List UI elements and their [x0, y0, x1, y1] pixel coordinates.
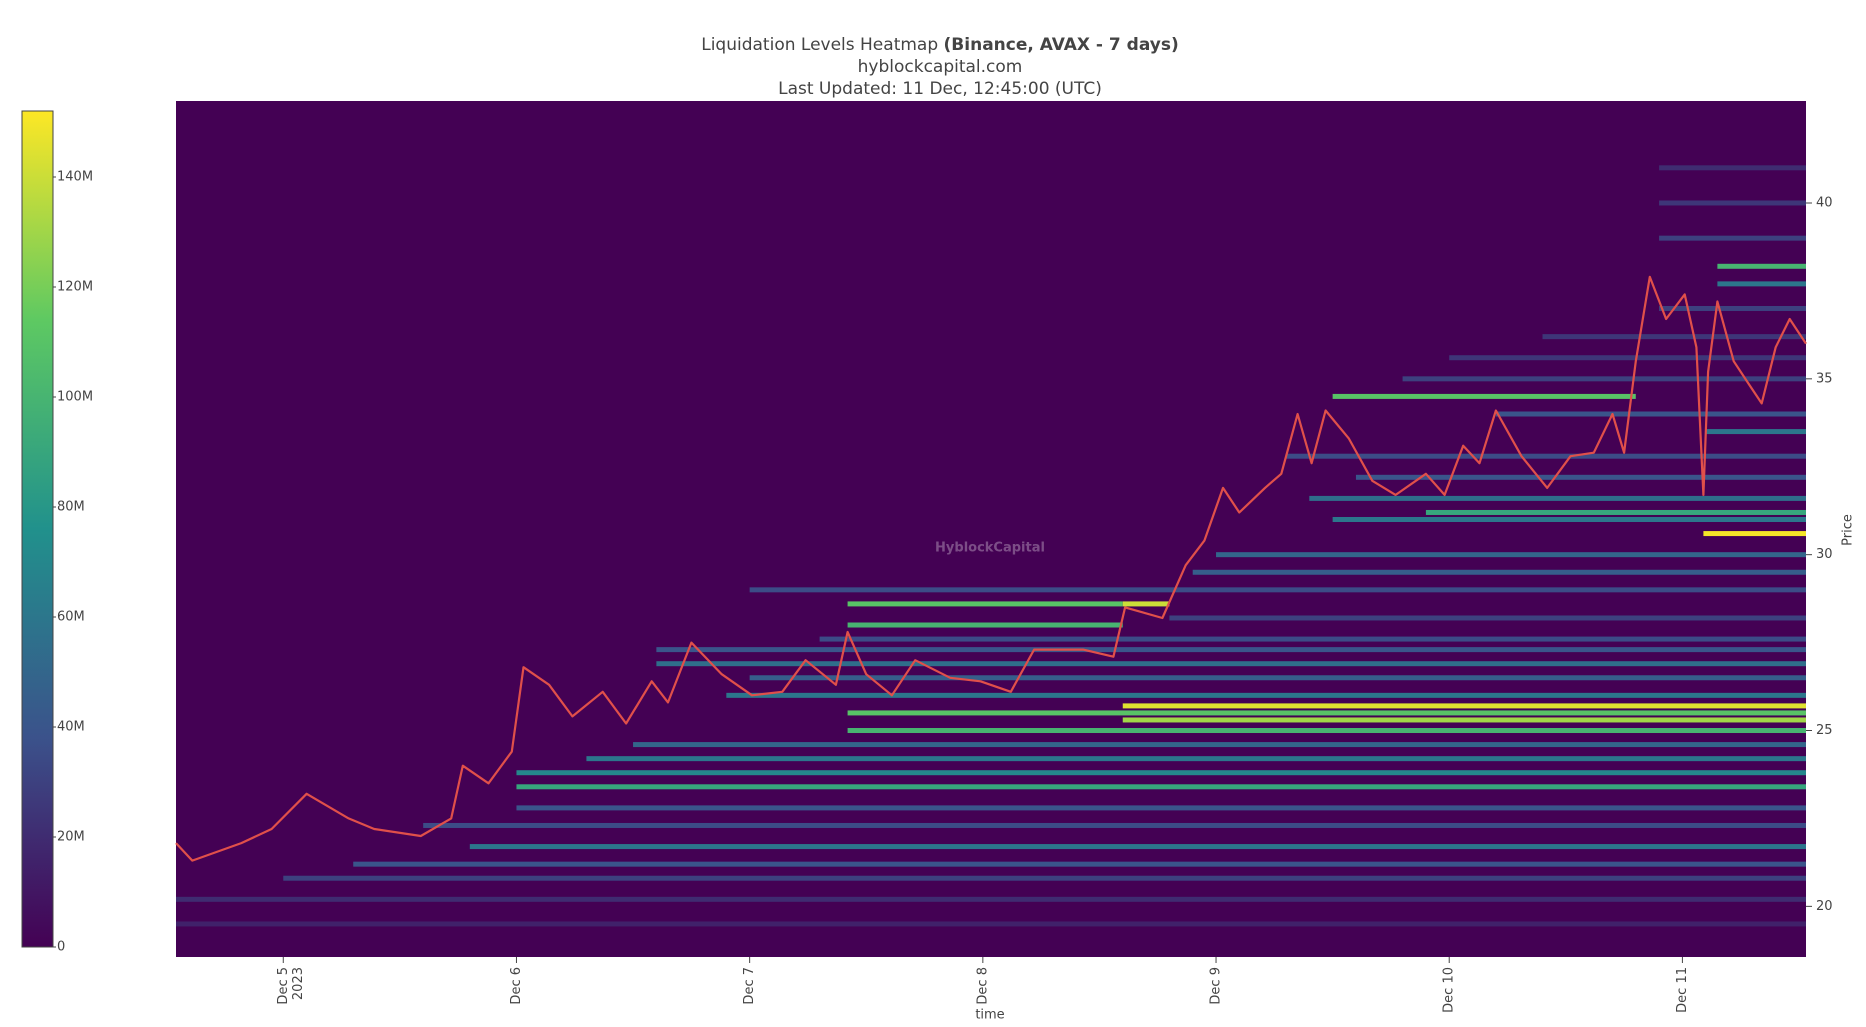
- colorbar-tick-label: 40M: [57, 720, 85, 735]
- x-tick-label: Dec 7: [742, 967, 757, 1005]
- liquidation-level: [726, 692, 1806, 698]
- y-tick-label: 40: [1816, 195, 1833, 210]
- liquidation-level: [283, 875, 1806, 881]
- colorbar-tick-label: 20M: [57, 830, 85, 845]
- liquidation-level: [586, 756, 1807, 762]
- liquidation-level: [1717, 281, 1806, 287]
- liquidation-level: [516, 770, 1807, 776]
- liquidation-level: [749, 587, 1806, 593]
- liquidation-level: [1192, 569, 1806, 575]
- plot-area: HyblockCapital: [175, 101, 1807, 957]
- liquidation-level: [1717, 263, 1806, 269]
- y-axis-label: Price: [1841, 514, 1856, 546]
- liquidation-level: [847, 710, 1806, 716]
- subtitle: hyblockcapital.com: [858, 57, 1023, 77]
- colorbar-tick-label: 0: [57, 940, 65, 955]
- chart-title: Liquidation Levels Heatmap (Binance, AVA…: [701, 35, 1179, 55]
- liquidation-level: [819, 636, 1806, 642]
- liquidation-level: [1332, 517, 1806, 523]
- liquidation-level: [469, 844, 1807, 850]
- x-tick-label: Dec 11: [1675, 967, 1690, 1013]
- liquidation-level: [656, 661, 1806, 667]
- plot-background: [176, 101, 1806, 957]
- liquidation-level: [1703, 531, 1806, 537]
- liquidation-level: [1449, 355, 1806, 361]
- x-year-label: 2023: [291, 967, 306, 1000]
- colorbar-tick-label: 80M: [57, 500, 85, 515]
- y-tick-label: 25: [1816, 723, 1833, 738]
- liquidation-level: [176, 896, 1806, 902]
- liquidation-level: [1309, 495, 1806, 501]
- price-line: [175, 275, 1807, 862]
- x-axis-label: time: [975, 1008, 1004, 1023]
- liquidation-level: [423, 822, 1807, 828]
- liquidation-level: [1122, 717, 1806, 723]
- liquidation-level: [1216, 552, 1806, 558]
- watermark: HyblockCapital: [935, 541, 1045, 556]
- liquidation-level: [1122, 601, 1170, 607]
- liquidation-level: [1659, 235, 1806, 241]
- liquidation-level: [847, 728, 1806, 734]
- x-tick-label: Dec 8: [975, 967, 990, 1005]
- y-tick-label: 30: [1816, 547, 1833, 562]
- updated: Last Updated: 11 Dec, 12:45:00 (UTC): [778, 79, 1102, 99]
- colorbar: [21, 110, 54, 948]
- x-tick-label: Dec 10: [1442, 967, 1457, 1013]
- liquidation-level: [1285, 453, 1806, 459]
- liquidation-level: [1705, 429, 1806, 435]
- liquidation-level: [1659, 165, 1806, 171]
- liquidation-level: [1659, 200, 1806, 206]
- liquidation-level: [633, 742, 1806, 748]
- x-tick-label: Dec 5: [276, 967, 291, 1005]
- liquidation-level: [1355, 474, 1806, 480]
- colorbar-tick-label: 60M: [57, 610, 85, 625]
- title-bold: (Binance, AVAX - 7 days): [944, 35, 1179, 55]
- liquidation-level: [353, 861, 1806, 867]
- liquidation-level: [176, 921, 1806, 927]
- liquidation-level: [749, 675, 1806, 681]
- liquidation-level: [1659, 305, 1806, 311]
- colorbar-tick-label: 100M: [57, 390, 93, 405]
- liquidation-level: [1425, 509, 1806, 515]
- liquidation-level: [847, 601, 1123, 607]
- y-tick-label: 35: [1816, 371, 1833, 386]
- liquidation-level: [1332, 393, 1636, 399]
- x-tick-label: Dec 6: [509, 967, 524, 1005]
- liquidation-level: [516, 805, 1807, 811]
- liquidation-level: [1122, 703, 1806, 709]
- liquidation-level: [1495, 411, 1806, 417]
- liquidation-level: [847, 622, 1123, 628]
- colorbar-tick-label: 140M: [57, 170, 93, 185]
- liquidation-level: [1402, 376, 1806, 382]
- liquidation-level: [1542, 334, 1806, 340]
- liquidation-level: [516, 784, 1807, 790]
- colorbar-tick-label: 120M: [57, 280, 93, 295]
- liquidation-level: [1169, 615, 1806, 621]
- liquidation-level: [656, 647, 1806, 653]
- y-tick-label: 20: [1816, 899, 1833, 914]
- x-tick-label: Dec 9: [1209, 967, 1224, 1005]
- title-text: Liquidation Levels Heatmap: [701, 35, 938, 55]
